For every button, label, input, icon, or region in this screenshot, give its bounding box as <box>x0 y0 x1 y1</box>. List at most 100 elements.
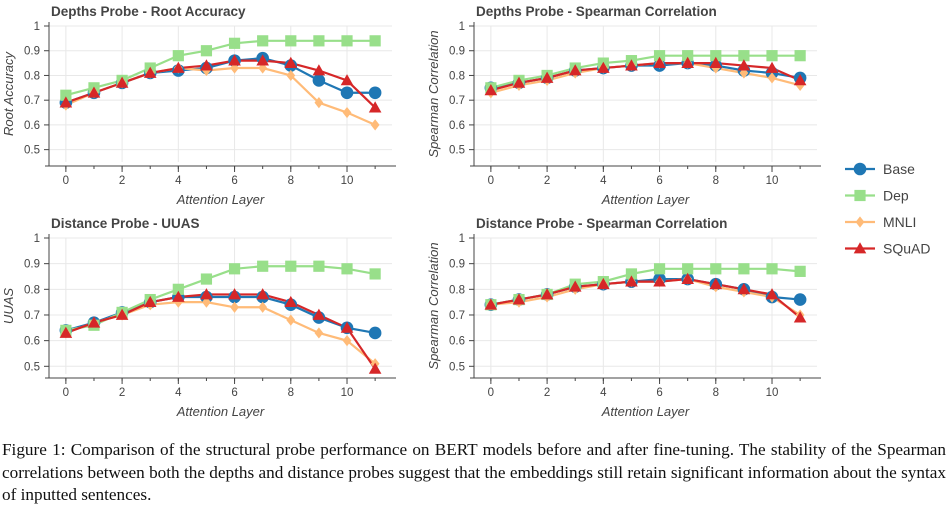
point-dep-4 <box>172 50 184 62</box>
y-axis-label: Root Accuracy <box>1 50 16 136</box>
chart-title: Distance Probe - UUAS <box>51 216 200 231</box>
point-squad-1 <box>87 86 101 98</box>
point-squad-3 <box>568 280 582 292</box>
point-mnli-6 <box>230 62 239 74</box>
y-tick-label: 0.9 <box>449 46 465 58</box>
point-dep-6 <box>653 50 666 62</box>
point-dep-10 <box>766 50 778 62</box>
point-squad-3 <box>568 64 582 76</box>
caption-label: Figure 1: <box>2 440 66 459</box>
point-mnli-6 <box>230 301 239 313</box>
point-mnli-8 <box>286 314 296 326</box>
y-tick-label: 0.9 <box>24 259 40 271</box>
point-squad-2 <box>115 308 129 320</box>
legend-label: Dep <box>883 188 909 204</box>
x-tick-label: 4 <box>175 175 182 187</box>
point-squad-5 <box>625 275 638 287</box>
y-tick-label: 1 <box>34 21 40 33</box>
point-mnli-10 <box>342 335 352 347</box>
point-dep-4 <box>172 283 184 295</box>
y-tick-label: 0.7 <box>24 95 40 107</box>
chart-title: Depths Probe - Spearman Correlation <box>476 4 717 19</box>
x-tick-label: 0 <box>488 387 494 399</box>
point-dep-10 <box>341 35 353 47</box>
point-squad-0 <box>59 326 73 338</box>
x-tick-label: 6 <box>656 387 662 399</box>
point-dep-5 <box>625 268 638 280</box>
y-tick-label: 1 <box>459 21 465 33</box>
point-base-9 <box>312 74 326 87</box>
point-dep-11 <box>369 35 381 47</box>
point-dep-9 <box>738 50 750 62</box>
point-dep-legend <box>854 189 866 202</box>
point-squad-4 <box>597 277 610 290</box>
point-base-legend <box>853 162 867 176</box>
point-squad-0 <box>484 83 498 96</box>
x-tick-label: 2 <box>544 387 550 399</box>
point-dep-7 <box>257 35 269 47</box>
y-tick-label: 0.9 <box>449 259 465 271</box>
point-squad-7 <box>681 56 694 68</box>
x-axis-label: Attention Layer <box>601 404 690 419</box>
point-squad-10 <box>765 61 779 73</box>
point-squad-4 <box>597 61 610 73</box>
point-dep-10 <box>766 263 778 275</box>
legend-item-base: Base <box>845 161 915 177</box>
point-squad-1 <box>87 316 101 328</box>
point-dep-5 <box>200 273 213 285</box>
y-tick-label: 0.8 <box>24 284 40 296</box>
x-tick-label: 4 <box>600 387 607 399</box>
point-dep-7 <box>257 260 269 272</box>
point-mnli-8 <box>286 69 296 82</box>
point-squad-6 <box>653 275 666 287</box>
point-dep-6 <box>228 263 241 275</box>
x-tick-label: 8 <box>713 175 719 187</box>
point-squad-8 <box>284 56 298 68</box>
point-squad-9 <box>737 283 751 295</box>
point-dep-6 <box>653 263 666 275</box>
point-squad-11 <box>368 362 382 374</box>
y-tick-label: 0.8 <box>449 284 465 296</box>
legend-label: Base <box>883 161 915 177</box>
x-tick-label: 6 <box>231 175 237 187</box>
x-tick-label: 4 <box>600 175 607 187</box>
x-tick-label: 2 <box>544 175 550 187</box>
x-tick-label: 2 <box>119 387 125 399</box>
caption-text: Comparison of the structural probe perfo… <box>2 440 946 504</box>
point-squad-3 <box>143 66 157 78</box>
point-squad-4 <box>172 61 185 73</box>
point-squad-6 <box>653 56 666 68</box>
legend-label: SQuAD <box>883 241 930 257</box>
point-squad-2 <box>540 71 554 83</box>
legend: Base Dep MNLI SQuAD <box>845 161 930 257</box>
point-squad-9 <box>312 64 326 76</box>
x-axis-label: Attention Layer <box>601 192 690 207</box>
point-squad-7 <box>681 272 694 284</box>
x-tick-label: 8 <box>288 175 294 187</box>
point-dep-0 <box>60 89 72 101</box>
point-dep-9 <box>738 263 750 275</box>
point-squad-6 <box>228 288 241 300</box>
point-squad-6 <box>228 54 241 66</box>
point-dep-8 <box>285 260 297 272</box>
x-tick-label: 0 <box>63 387 69 399</box>
legend-item-dep: Dep <box>845 188 909 204</box>
x-tick-label: 0 <box>63 175 69 187</box>
point-squad-10 <box>765 288 779 300</box>
point-squad-0 <box>484 298 498 310</box>
point-dep-11 <box>794 265 806 277</box>
y-tick-label: 0.5 <box>24 145 40 157</box>
x-axis-label: Attention Layer <box>176 192 265 207</box>
y-tick-label: 0.5 <box>449 361 465 373</box>
point-squad-legend <box>853 242 867 254</box>
point-squad-11 <box>793 74 807 86</box>
y-tick-label: 0.8 <box>449 70 465 82</box>
x-axis-label: Attention Layer <box>176 404 265 419</box>
point-dep-5 <box>200 45 213 57</box>
legend-item-squad: SQuAD <box>845 241 930 257</box>
point-mnli-9 <box>314 327 324 339</box>
point-squad-7 <box>256 54 269 66</box>
y-tick-label: 0.9 <box>24 46 40 58</box>
point-squad-1 <box>512 76 526 88</box>
